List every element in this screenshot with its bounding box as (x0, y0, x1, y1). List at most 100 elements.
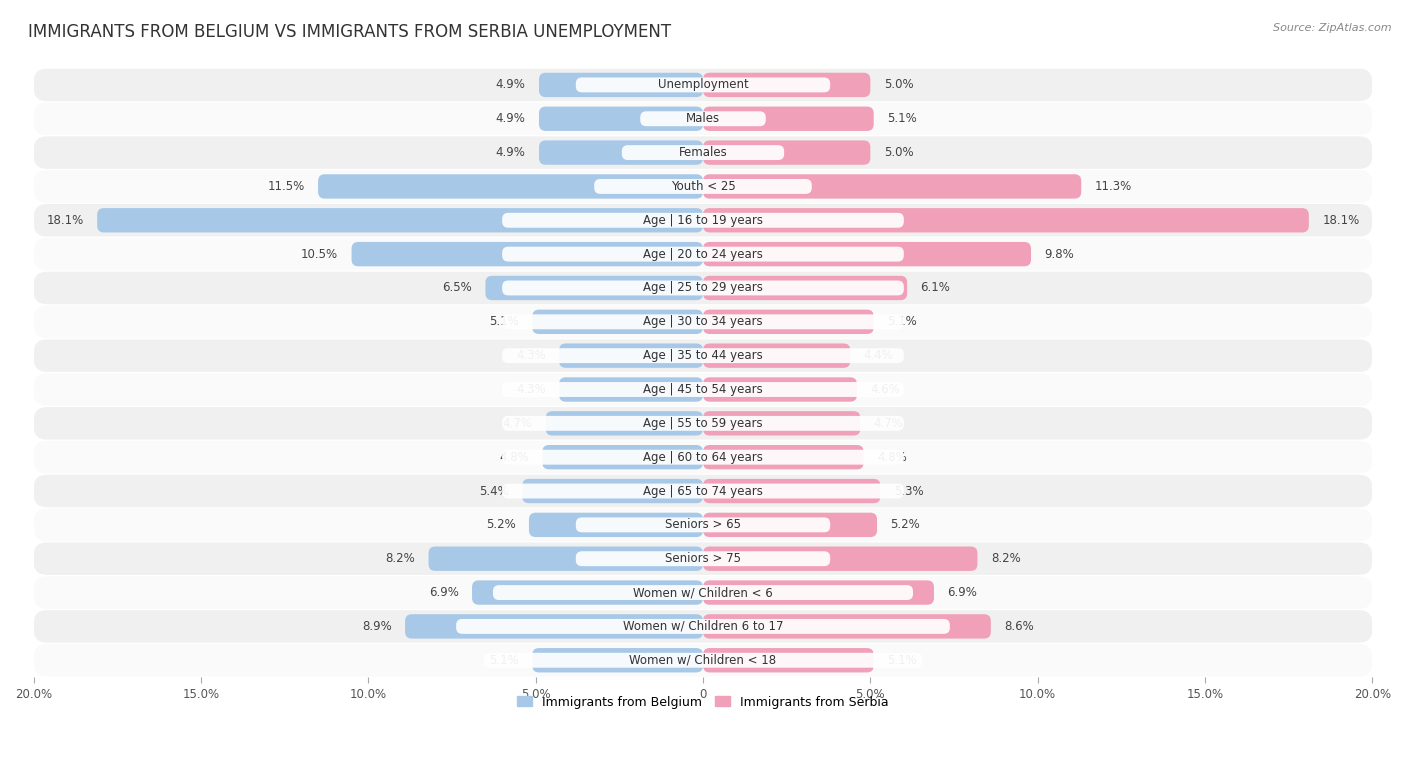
FancyBboxPatch shape (502, 314, 904, 329)
Text: 10.5%: 10.5% (301, 248, 339, 260)
Text: 5.0%: 5.0% (884, 146, 914, 159)
Text: 8.6%: 8.6% (1004, 620, 1033, 633)
FancyBboxPatch shape (494, 585, 912, 600)
Text: Source: ZipAtlas.com: Source: ZipAtlas.com (1274, 23, 1392, 33)
FancyBboxPatch shape (34, 102, 1372, 135)
FancyBboxPatch shape (522, 479, 703, 503)
Text: 11.5%: 11.5% (267, 180, 305, 193)
FancyBboxPatch shape (352, 242, 703, 266)
Text: 8.9%: 8.9% (361, 620, 392, 633)
Text: 8.2%: 8.2% (991, 552, 1021, 565)
Text: 11.3%: 11.3% (1095, 180, 1132, 193)
Text: 4.8%: 4.8% (877, 450, 907, 464)
Text: Age | 16 to 19 years: Age | 16 to 19 years (643, 213, 763, 227)
Text: 4.7%: 4.7% (873, 417, 904, 430)
FancyBboxPatch shape (703, 208, 1309, 232)
FancyBboxPatch shape (34, 475, 1372, 507)
FancyBboxPatch shape (97, 208, 703, 232)
FancyBboxPatch shape (703, 140, 870, 165)
FancyBboxPatch shape (538, 140, 703, 165)
FancyBboxPatch shape (34, 238, 1372, 270)
Text: 5.1%: 5.1% (887, 316, 917, 329)
FancyBboxPatch shape (703, 411, 860, 435)
FancyBboxPatch shape (34, 306, 1372, 338)
FancyBboxPatch shape (34, 136, 1372, 169)
FancyBboxPatch shape (703, 107, 873, 131)
Text: Women w/ Children < 6: Women w/ Children < 6 (633, 586, 773, 599)
FancyBboxPatch shape (502, 247, 904, 262)
FancyBboxPatch shape (34, 441, 1372, 473)
FancyBboxPatch shape (640, 111, 766, 126)
Text: Age | 55 to 59 years: Age | 55 to 59 years (643, 417, 763, 430)
FancyBboxPatch shape (576, 77, 830, 92)
FancyBboxPatch shape (472, 581, 703, 605)
FancyBboxPatch shape (34, 407, 1372, 440)
FancyBboxPatch shape (34, 69, 1372, 101)
FancyBboxPatch shape (502, 450, 904, 465)
FancyBboxPatch shape (703, 614, 991, 639)
FancyBboxPatch shape (703, 581, 934, 605)
Text: 9.8%: 9.8% (1045, 248, 1074, 260)
Text: 4.3%: 4.3% (516, 349, 546, 362)
Text: 4.9%: 4.9% (496, 146, 526, 159)
FancyBboxPatch shape (34, 170, 1372, 203)
FancyBboxPatch shape (703, 344, 851, 368)
Text: 4.4%: 4.4% (863, 349, 894, 362)
Text: Males: Males (686, 112, 720, 125)
Text: Seniors > 75: Seniors > 75 (665, 552, 741, 565)
FancyBboxPatch shape (502, 281, 904, 295)
FancyBboxPatch shape (703, 174, 1081, 198)
FancyBboxPatch shape (34, 272, 1372, 304)
Text: 6.9%: 6.9% (948, 586, 977, 599)
FancyBboxPatch shape (502, 382, 904, 397)
FancyBboxPatch shape (34, 543, 1372, 575)
FancyBboxPatch shape (703, 377, 858, 402)
FancyBboxPatch shape (560, 344, 703, 368)
Text: 18.1%: 18.1% (1322, 213, 1360, 227)
FancyBboxPatch shape (533, 310, 703, 334)
Text: IMMIGRANTS FROM BELGIUM VS IMMIGRANTS FROM SERBIA UNEMPLOYMENT: IMMIGRANTS FROM BELGIUM VS IMMIGRANTS FR… (28, 23, 671, 41)
FancyBboxPatch shape (533, 648, 703, 672)
Text: 6.5%: 6.5% (443, 282, 472, 294)
FancyBboxPatch shape (34, 339, 1372, 372)
Text: Age | 35 to 44 years: Age | 35 to 44 years (643, 349, 763, 362)
FancyBboxPatch shape (484, 653, 922, 668)
FancyBboxPatch shape (703, 547, 977, 571)
Text: 8.2%: 8.2% (385, 552, 415, 565)
Text: 6.9%: 6.9% (429, 586, 458, 599)
FancyBboxPatch shape (703, 276, 907, 301)
Text: 5.0%: 5.0% (884, 79, 914, 92)
FancyBboxPatch shape (318, 174, 703, 198)
Text: 5.3%: 5.3% (894, 484, 924, 497)
FancyBboxPatch shape (576, 518, 830, 532)
FancyBboxPatch shape (538, 73, 703, 97)
FancyBboxPatch shape (485, 276, 703, 301)
Legend: Immigrants from Belgium, Immigrants from Serbia: Immigrants from Belgium, Immigrants from… (512, 690, 894, 714)
Text: 5.2%: 5.2% (890, 519, 920, 531)
FancyBboxPatch shape (560, 377, 703, 402)
FancyBboxPatch shape (703, 445, 863, 469)
FancyBboxPatch shape (405, 614, 703, 639)
Text: 4.8%: 4.8% (499, 450, 529, 464)
Text: Age | 45 to 54 years: Age | 45 to 54 years (643, 383, 763, 396)
Text: 5.1%: 5.1% (887, 654, 917, 667)
Text: Age | 60 to 64 years: Age | 60 to 64 years (643, 450, 763, 464)
Text: 5.1%: 5.1% (489, 654, 519, 667)
Text: 4.7%: 4.7% (502, 417, 533, 430)
FancyBboxPatch shape (703, 242, 1031, 266)
Text: 5.4%: 5.4% (479, 484, 509, 497)
Text: Women w/ Children 6 to 17: Women w/ Children 6 to 17 (623, 620, 783, 633)
FancyBboxPatch shape (34, 644, 1372, 677)
FancyBboxPatch shape (703, 512, 877, 537)
Text: 4.3%: 4.3% (516, 383, 546, 396)
Text: Women w/ Children < 18: Women w/ Children < 18 (630, 654, 776, 667)
FancyBboxPatch shape (529, 512, 703, 537)
FancyBboxPatch shape (595, 179, 811, 194)
FancyBboxPatch shape (621, 145, 785, 160)
FancyBboxPatch shape (34, 610, 1372, 643)
Text: Youth < 25: Youth < 25 (671, 180, 735, 193)
FancyBboxPatch shape (502, 213, 904, 228)
Text: 18.1%: 18.1% (46, 213, 84, 227)
Text: Age | 25 to 29 years: Age | 25 to 29 years (643, 282, 763, 294)
FancyBboxPatch shape (543, 445, 703, 469)
